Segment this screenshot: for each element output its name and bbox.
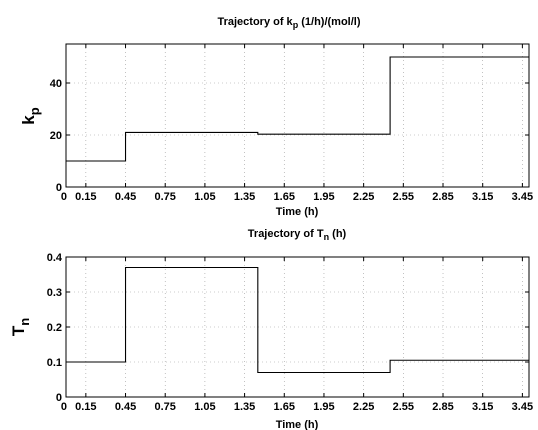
tn-x-tick-label: 1.05: [194, 401, 215, 413]
kp-x-tick-label: 1.65: [274, 191, 295, 203]
tn-y-tick-label: 0: [56, 392, 62, 404]
kp-x-tick-label: 1.35: [234, 191, 255, 203]
tn-chart: Trajectory of Tn (h) 0 0.15 0.45 0.75 1.05 1.…: [9, 228, 533, 430]
tn-x-tick-label: 1.95: [313, 401, 334, 413]
tn-y-tick-label: 0.3: [47, 287, 62, 299]
tn-x-tick-label: 0.45: [115, 401, 136, 413]
kp-x-tick-label: 3.15: [472, 191, 493, 203]
kp-step-series: [66, 56, 529, 162]
kp-y-tick-label: 40: [50, 78, 62, 90]
kp-x-tick-label: 0: [61, 191, 67, 203]
kp-y-tick-label: 0: [56, 182, 62, 194]
kp-x-tick-label: 1.95: [313, 191, 334, 203]
tn-x-tick-label: 0.15: [75, 401, 96, 413]
kp-x-tick-label: 2.55: [393, 191, 414, 203]
kp-chart: Trajectory of kp (1/h)/(mol/l) 0 0.15 0.45…: [19, 16, 533, 218]
tn-x-axis-label: Time (h): [276, 419, 319, 430]
tn-x-tick-label: 1.65: [274, 401, 295, 413]
kp-y-axis-label: kp: [19, 107, 42, 124]
tn-x-tick-label: 0.75: [155, 401, 176, 413]
tn-y-tick-label: 0.2: [47, 322, 62, 334]
tn-chart-title: Trajectory of Tn (h): [248, 228, 347, 242]
kp-x-tick-label: 0.15: [75, 191, 96, 203]
kp-x-tick-label: 0.75: [155, 191, 176, 203]
tn-step-series: [66, 266, 529, 374]
tn-x-tick-label: 2.85: [432, 401, 453, 413]
tn-x-tick-label: 0: [61, 401, 67, 413]
tn-y-axis-label: Tn: [9, 318, 32, 336]
kp-plot-frame: [65, 43, 530, 188]
tn-plot-frame: [65, 256, 530, 398]
tn-x-tick-label: 2.55: [393, 401, 414, 413]
kp-x-tick-label: 2.25: [353, 191, 374, 203]
tn-x-tick-label: 2.25: [353, 401, 374, 413]
kp-x-axis-label: Time (h): [276, 206, 319, 218]
tn-y-tick-label: 0.4: [47, 252, 63, 264]
kp-x-tick-label: 1.05: [194, 191, 215, 203]
tn-x-tick-label: 1.35: [234, 401, 255, 413]
kp-x-tick-label: 0.45: [115, 191, 136, 203]
tn-y-tick-label: 0.1: [47, 357, 62, 369]
tn-x-tick-label: 3.45: [512, 401, 533, 413]
kp-y-tick-label: 20: [50, 130, 62, 142]
kp-x-tick-label: 2.85: [432, 191, 453, 203]
kp-x-tick-label: 3.45: [512, 191, 533, 203]
kp-chart-title: Trajectory of kp (1/h)/(mol/l): [217, 16, 360, 30]
tn-x-tick-label: 3.15: [472, 401, 493, 413]
